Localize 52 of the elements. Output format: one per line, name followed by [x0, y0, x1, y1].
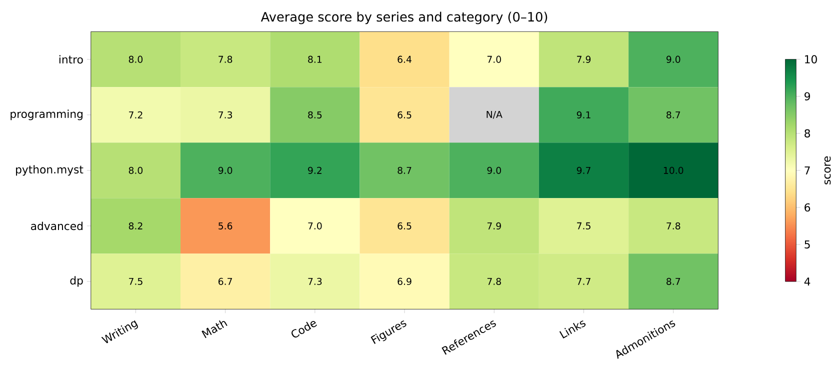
y-tick-label: python.myst	[16, 165, 84, 176]
color-bar-label: 5	[804, 240, 810, 248]
color-bar-label: 7	[804, 166, 810, 174]
data-label: 7.7	[577, 278, 590, 285]
x-tick-label: Math	[202, 320, 228, 338]
color-bar-label: 6	[804, 203, 810, 212]
data-label: 7.8	[487, 278, 501, 285]
data-label: 7.5	[129, 278, 142, 285]
x-tick-label: Links	[559, 320, 586, 338]
data-label: 7.8	[666, 222, 680, 230]
data-label: 7.9	[577, 56, 591, 63]
data-label: 9.0	[666, 56, 680, 63]
data-label: 9.2	[308, 166, 322, 174]
data-label: 8.2	[128, 222, 142, 230]
y-tick-label: dp	[70, 276, 83, 287]
data-label: 7.8	[218, 56, 232, 63]
data-label: 8.1	[308, 56, 322, 63]
data-label: 9.0	[487, 166, 501, 174]
data-label: 7.0	[308, 222, 322, 230]
data-label: 5.6	[218, 222, 232, 230]
text: N/A	[486, 110, 502, 119]
data-label: 9.0	[218, 166, 232, 174]
y-tick-label: advanced	[31, 222, 82, 230]
data-label: 7.2	[129, 111, 142, 118]
data-label: 6.5	[398, 111, 412, 118]
data-label: 8.0	[128, 166, 143, 174]
data-label: 8.7	[398, 166, 412, 174]
x-tick-label: Code	[292, 320, 317, 338]
data-label: 7.0	[487, 56, 501, 63]
data-label: 6.9	[398, 278, 412, 285]
chart-title: Average score by series and category (0–10)	[260, 12, 548, 24]
data-label: 8.7	[666, 278, 680, 285]
y-tick-label: programming	[10, 110, 82, 120]
data-label: 9.7	[576, 166, 590, 174]
data-label: 9.1	[576, 111, 590, 118]
data-label: 7.3	[218, 111, 232, 118]
data-label: 6.7	[218, 278, 232, 285]
data-label: 8.5	[308, 111, 322, 118]
color-bar-label: 8	[804, 129, 810, 138]
data-label: 7.3	[308, 278, 322, 285]
data-label: 8.7	[666, 111, 680, 118]
data-label: 8.0	[128, 56, 143, 63]
data-label: 7.9	[487, 222, 501, 230]
data-label: 10.0	[664, 166, 684, 174]
color-bar-label: 10	[805, 55, 817, 64]
color-bar-label: 9	[804, 92, 810, 100]
data-label: 6.4	[398, 56, 412, 63]
color-bar-title: score	[824, 156, 831, 184]
color-bar-label: 4	[804, 277, 810, 286]
data-label: 7.5	[577, 222, 590, 230]
y-tick-label: intro	[59, 55, 83, 64]
data-label: 6.5	[398, 222, 412, 230]
